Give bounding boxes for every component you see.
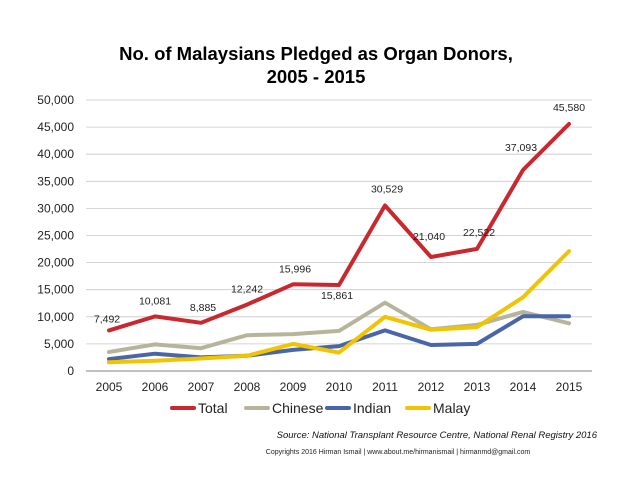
x-tick-label: 2008 [234, 380, 261, 394]
legend-label: Total [198, 400, 228, 416]
data-label-total: 10,081 [139, 295, 171, 307]
x-axis: 2005 2006 2007 2008 2009 2010 2011 2012 2013 2014… [96, 380, 583, 394]
x-tick-label: 2015 [556, 380, 583, 394]
x-tick-label: 2010 [326, 380, 353, 394]
series-line-malay [107, 249, 571, 365]
legend-label: Indian [353, 400, 391, 416]
legend: Total Chinese Indian Malay [170, 400, 470, 416]
y-tick-label: 0 [67, 364, 74, 378]
legend-item-total: Total [170, 400, 228, 416]
data-labels: 7,492 10,081 8,885 12,242 15,996 15,861 30,529… [94, 102, 585, 325]
y-tick-label: 10,000 [37, 310, 74, 324]
data-label-total: 30,529 [371, 184, 403, 196]
series-line-total [107, 122, 571, 333]
y-tick-label: 25,000 [37, 229, 74, 243]
data-label-total: 15,996 [279, 263, 311, 275]
x-tick-label: 2012 [418, 380, 445, 394]
y-tick-label: 35,000 [37, 174, 74, 188]
y-tick-label: 20,000 [37, 256, 74, 270]
copyright-note: Copyrights 2016 Hirman Ismail | www.abou… [266, 449, 531, 456]
legend-item-malay: Malay [405, 400, 470, 416]
y-tick-label: 40,000 [37, 147, 74, 161]
data-label-total: 37,093 [505, 142, 537, 154]
x-tick-label: 2014 [510, 380, 537, 394]
x-tick-label: 2011 [372, 380, 398, 394]
series-lines [107, 122, 571, 365]
data-label-total: 21,040 [413, 231, 445, 243]
y-tick-label: 15,000 [37, 283, 74, 297]
legend-item-chinese: Chinese [244, 400, 324, 416]
y-tick-label: 45,000 [37, 120, 74, 134]
y-axis: 0 5,000 10,000 15,000 20,000 25,000 30,000 35,0… [37, 93, 74, 378]
legend-label: Malay [433, 400, 470, 416]
x-tick-label: 2013 [464, 380, 491, 394]
legend-item-indian: Indian [325, 400, 391, 416]
y-tick-label: 30,000 [37, 201, 74, 215]
data-label-total: 12,242 [231, 284, 263, 296]
data-label-total: 8,885 [190, 302, 216, 314]
x-tick-label: 2007 [188, 380, 215, 394]
legend-label: Chinese [272, 400, 324, 416]
source-note: Source: National Transplant Resource Cen… [277, 430, 598, 441]
x-tick-label: 2006 [142, 380, 169, 394]
chart-title-line-2: 2005 - 2015 [267, 66, 366, 87]
series-line-chinese [107, 300, 571, 354]
chart-title-line-1: No. of Malaysians Pledged as Organ Donor… [119, 43, 513, 64]
x-tick-label: 2009 [280, 380, 307, 394]
data-label-total: 45,580 [553, 102, 585, 114]
data-label-total: 15,861 [321, 290, 353, 302]
data-label-total: 22,522 [463, 227, 495, 239]
data-label-total: 7,492 [94, 313, 120, 325]
series-line-indian [107, 314, 571, 362]
x-tick-label: 2005 [96, 380, 123, 394]
y-tick-label: 50,000 [37, 93, 74, 107]
y-tick-label: 5,000 [44, 337, 74, 351]
